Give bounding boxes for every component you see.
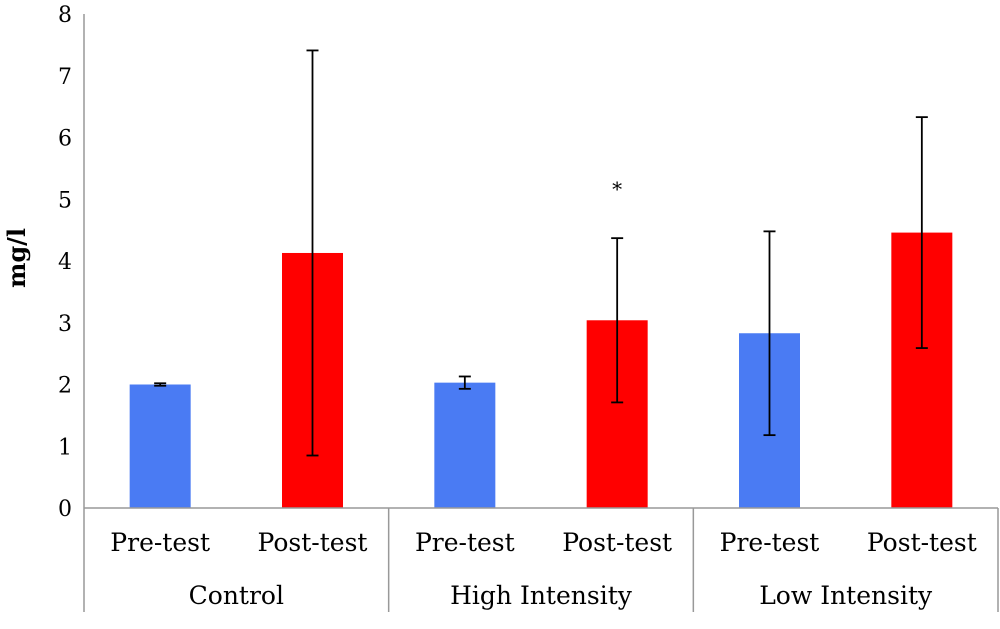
- x-axis: Pre-test Post-test Control Pre-test Post-tes…: [83, 507, 999, 612]
- group-label: Control: [189, 581, 284, 610]
- x-tick-label: Post-test: [562, 528, 672, 557]
- x-tick-label: Post-test: [867, 528, 977, 557]
- y-axis: 0 1 2 3 4 5 6 7 8: [58, 3, 85, 522]
- y-tick-label: 6: [58, 127, 72, 152]
- y-axis-label: mg/l: [2, 228, 31, 288]
- significance-marker: *: [612, 177, 622, 201]
- y-tick-label: 2: [58, 374, 72, 399]
- x-tick-label: Pre-test: [415, 528, 515, 557]
- y-tick-label: 1: [58, 435, 72, 460]
- x-tick-label: Post-test: [258, 528, 368, 557]
- bars: *: [129, 49, 953, 508]
- y-tick-label: 3: [58, 312, 72, 337]
- x-tick-label: Pre-test: [110, 528, 210, 557]
- bar: [434, 382, 496, 508]
- y-tick-label: 5: [58, 188, 72, 213]
- y-tick-label: 0: [58, 497, 72, 522]
- x-tick-label: Pre-test: [720, 528, 820, 557]
- y-tick-label: 4: [58, 250, 72, 275]
- group-label: Low Intensity: [759, 581, 933, 610]
- y-tick-label: 7: [58, 65, 72, 90]
- bar: [129, 384, 191, 508]
- group-label: High Intensity: [450, 581, 633, 610]
- y-tick-label: 8: [58, 3, 72, 28]
